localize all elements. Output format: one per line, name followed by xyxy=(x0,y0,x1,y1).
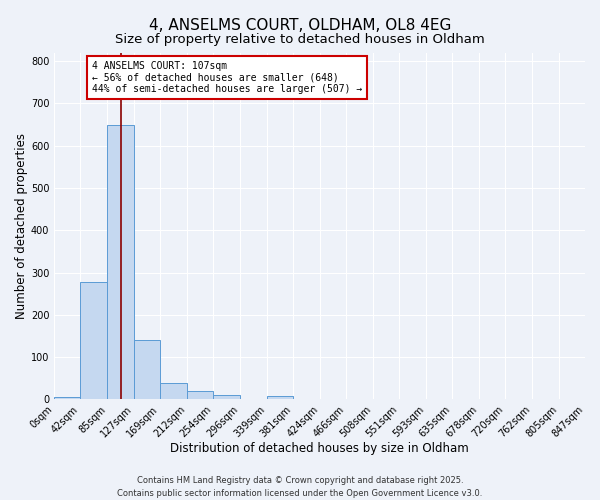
Bar xyxy=(214,395,239,400)
Y-axis label: Number of detached properties: Number of detached properties xyxy=(15,133,28,319)
Bar xyxy=(187,391,214,400)
Bar xyxy=(80,282,107,400)
Bar xyxy=(107,126,134,400)
Text: Contains HM Land Registry data © Crown copyright and database right 2025.
Contai: Contains HM Land Registry data © Crown c… xyxy=(118,476,482,498)
Bar xyxy=(160,384,187,400)
Text: 4, ANSELMS COURT, OLDHAM, OL8 4EG: 4, ANSELMS COURT, OLDHAM, OL8 4EG xyxy=(149,18,451,32)
Bar xyxy=(266,396,293,400)
Text: 4 ANSELMS COURT: 107sqm
← 56% of detached houses are smaller (648)
44% of semi-d: 4 ANSELMS COURT: 107sqm ← 56% of detache… xyxy=(92,61,362,94)
Bar xyxy=(532,398,559,400)
Text: Size of property relative to detached houses in Oldham: Size of property relative to detached ho… xyxy=(115,32,485,46)
X-axis label: Distribution of detached houses by size in Oldham: Distribution of detached houses by size … xyxy=(170,442,469,455)
Bar xyxy=(134,340,160,400)
Bar xyxy=(54,398,80,400)
